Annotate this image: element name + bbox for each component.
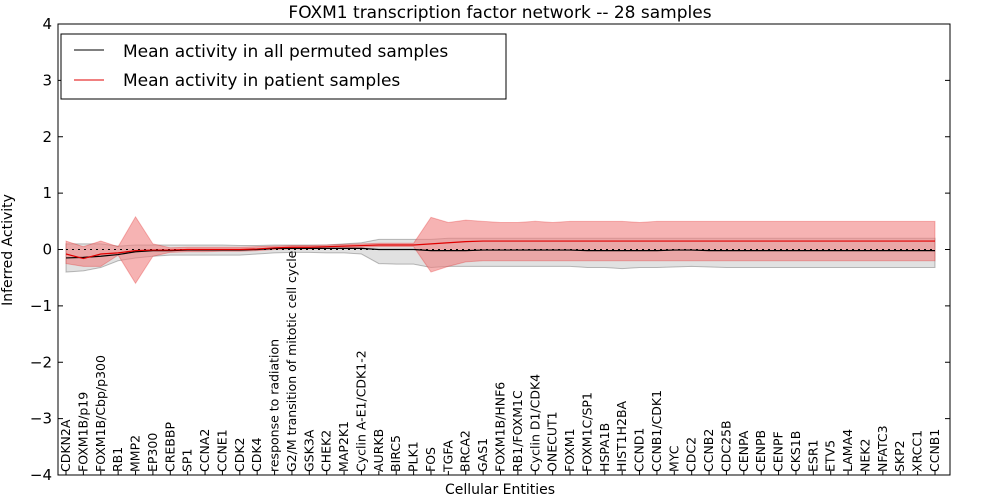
x-tick-label: CREBBP	[162, 422, 177, 472]
x-tick-label: FOXM1B/p19	[75, 392, 90, 472]
x-tick-label: CCND1	[632, 428, 647, 472]
x-tick-label: GSK3A	[301, 429, 316, 472]
x-tick-label: NEK2	[857, 439, 872, 472]
x-tick-label: ESR1	[805, 440, 820, 472]
x-tick-label: CDC2	[684, 437, 699, 472]
x-axis-label: Cellular Entities	[445, 482, 555, 498]
x-tick-label: Cyclin A-E1/CDK1-2	[353, 350, 368, 472]
x-tick-label: ONECUT1	[545, 411, 560, 472]
x-tick-label: CHEK2	[319, 430, 334, 472]
x-tick-label: response to radiation	[267, 339, 282, 472]
y-tick-label: 2	[42, 128, 52, 146]
plot-frame	[57, 23, 951, 476]
x-tick-label: ETV5	[823, 440, 838, 472]
x-tick-label: FOXM1	[562, 428, 577, 472]
x-tick-label: FOXM1B/Cbp/p300	[93, 355, 108, 472]
x-tick-label: CDKN2A	[58, 419, 73, 472]
x-tick-label: EP300	[145, 433, 160, 472]
x-tick-label: CENPB	[753, 430, 768, 472]
y-tick-label: 0	[42, 241, 52, 259]
x-tick-label: RB1/FOXM1C	[510, 390, 525, 472]
y-tick-label: −1	[30, 297, 52, 315]
x-tick-label: CDK4	[249, 437, 264, 472]
x-tick-label: CCNE1	[214, 429, 229, 472]
x-tick-label: MMP2	[128, 435, 143, 472]
x-tick-label: CENPA	[736, 430, 751, 472]
x-tick-label: CCNB2	[701, 429, 716, 472]
x-tick-label: BIRC5	[388, 435, 403, 472]
x-tick-label: BRCA2	[458, 430, 473, 472]
x-tick-label: CENPF	[771, 431, 786, 472]
x-tick-label: MAP2K1	[336, 421, 351, 472]
y-axis-label: Inferred Activity	[0, 194, 16, 306]
x-tick-label: CKS1B	[788, 431, 803, 472]
x-tick-label: FOXM1B/HNF6	[493, 382, 508, 472]
x-tick-label: SP1	[180, 449, 195, 472]
x-tick-label: FOS	[423, 447, 438, 472]
chart-title: FOXM1 transcription factor network -- 28…	[288, 3, 711, 23]
legend-label-patient: Mean activity in patient samples	[123, 71, 400, 91]
x-tick-label: NFATC3	[875, 425, 890, 472]
x-tick-label: CCNA2	[197, 429, 212, 472]
x-tick-label: GAS1	[475, 438, 490, 472]
y-tick-label: 3	[42, 71, 52, 89]
x-tick-label: SKP2	[892, 440, 907, 472]
plot-area: −4 −3 −2 −1 0 1 2 3 4 CDKN2A FOXM1B/p19 FOXM1B/Cbp/…	[30, 15, 950, 484]
x-tick-label: XRCC1	[910, 430, 925, 472]
x-tick-label: Cyclin D1/CDK4	[527, 374, 542, 472]
x-tick-label: HIST1H2BA	[614, 400, 629, 472]
y-tick-label: −2	[30, 353, 52, 371]
y-tick-label: −3	[30, 410, 52, 428]
x-tick-label: RB1	[110, 447, 125, 472]
x-tick-label: MYC	[666, 445, 681, 472]
x-tick-label: FOXM1C/SP1	[579, 392, 594, 472]
x-tick-label: AURKB	[371, 429, 386, 472]
x-tick-label: CCNB1	[927, 429, 942, 472]
x-tick-label: HSPA1B	[597, 423, 612, 472]
x-tick-label: G2/M transition of mitotic cell cycle	[284, 250, 299, 472]
series-line-patient	[65, 240, 935, 260]
x-tick-label: TGFA	[440, 440, 455, 473]
x-tick-label: PLK1	[406, 441, 421, 472]
legend: Mean activity in all permuted samples Me…	[60, 33, 507, 100]
y-tick-label: 4	[42, 15, 52, 33]
legend-box	[60, 33, 507, 100]
x-tick-label: CCNB1/CDK1	[649, 390, 664, 472]
legend-label-permuted: Mean activity in all permuted samples	[123, 42, 448, 62]
x-tick-label: CDC25B	[718, 420, 733, 472]
y-tick-label: 1	[42, 184, 52, 202]
y-tick-label: −4	[30, 466, 52, 484]
x-tick-label: LAMA4	[840, 429, 855, 472]
x-tick-label: CDK2	[232, 437, 247, 472]
